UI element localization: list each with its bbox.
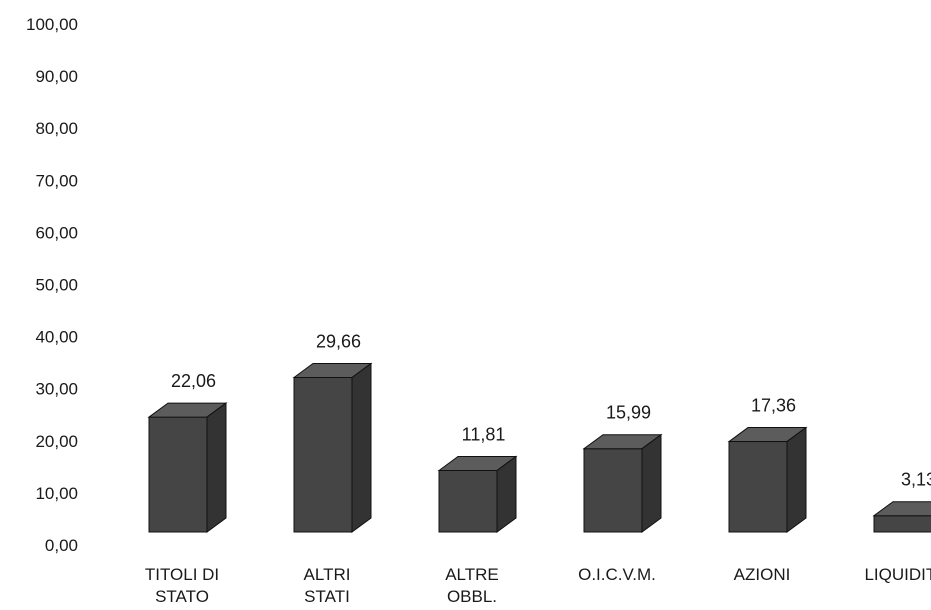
- x-tick-label: O.I.C.V.M.: [578, 565, 656, 584]
- x-tick-label: ALTRI: [304, 565, 351, 584]
- bar-side-face: [786, 426, 807, 533]
- bar: 15,99: [582, 403, 663, 533]
- x-tick-label: STATI: [304, 587, 350, 606]
- y-tick-label: 0,00: [45, 536, 78, 555]
- bar-front-face: [148, 416, 208, 533]
- y-tick-label: 70,00: [35, 171, 78, 190]
- bars-group: 22,06 29,66 11,81 15,99 17,36 3,13: [147, 331, 931, 533]
- bar-front-face: [293, 376, 353, 533]
- y-tick-label: 40,00: [35, 328, 78, 347]
- bar-side-face: [496, 455, 517, 533]
- y-tick-label: 90,00: [35, 67, 78, 86]
- bar-front-face: [583, 448, 643, 533]
- bar: 11,81: [437, 424, 518, 533]
- data-label: 3,13: [901, 470, 931, 490]
- x-tick-label: TITOLI DI: [145, 565, 219, 584]
- data-label: 22,06: [171, 371, 216, 391]
- x-tick-label: AZIONI: [734, 565, 791, 584]
- bar-front-face: [438, 469, 498, 533]
- bar-side-face: [351, 362, 372, 533]
- bar: 22,06: [147, 371, 228, 533]
- bar-side-face: [206, 402, 227, 533]
- y-tick-label: 60,00: [35, 223, 78, 242]
- bar: 3,13: [872, 470, 931, 533]
- x-tick-label: STATO: [155, 587, 209, 606]
- x-tick-label: LIQUIDITA': [864, 565, 931, 584]
- bar-front-face: [728, 441, 788, 533]
- y-tick-label: 100,00: [26, 15, 78, 34]
- data-label: 17,36: [751, 396, 796, 416]
- bar: 17,36: [727, 396, 808, 533]
- data-label: 11,81: [462, 424, 506, 444]
- y-axis: 0,00 10,00 20,00 30,00 40,00 50,00 60,00 70,00 8…: [26, 15, 78, 555]
- bar-front-face: [873, 515, 931, 533]
- bar-top-face: [872, 501, 931, 517]
- x-tick-label: OBBL.: [447, 587, 497, 606]
- y-tick-label: 30,00: [35, 380, 78, 399]
- y-tick-label: 50,00: [35, 276, 78, 295]
- x-tick-label: ALTRE: [445, 565, 499, 584]
- bar: 29,66: [292, 331, 373, 533]
- data-label: 15,99: [606, 403, 651, 423]
- y-tick-label: 80,00: [35, 119, 78, 138]
- y-tick-label: 10,00: [35, 484, 78, 503]
- data-label: 29,66: [316, 331, 361, 351]
- bar-side-face: [641, 433, 662, 533]
- y-tick-label: 20,00: [35, 432, 78, 451]
- x-axis: TITOLI DI STATO ALTRI STATI ALTRE OBBL. O.I.C.…: [145, 565, 931, 606]
